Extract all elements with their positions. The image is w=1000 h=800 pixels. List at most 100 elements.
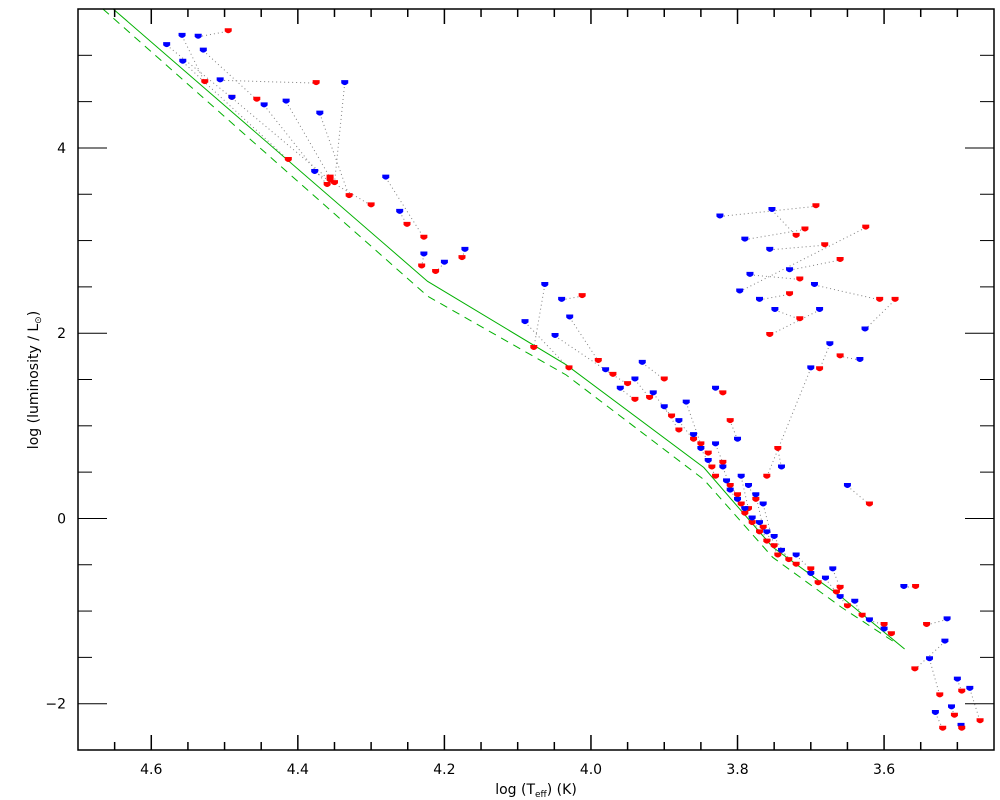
red-point	[911, 666, 919, 672]
red-point	[697, 441, 705, 447]
red-point	[432, 269, 440, 275]
blue-point	[926, 656, 934, 662]
blue-point	[704, 458, 712, 464]
red-point	[565, 365, 573, 371]
red-point	[958, 725, 966, 731]
blue-point	[752, 492, 760, 498]
blue-point	[770, 533, 778, 539]
x-tick-label: 4.0	[580, 762, 602, 778]
red-point	[876, 296, 884, 302]
red-point	[284, 156, 292, 162]
blue-point	[420, 251, 428, 257]
blue-point	[807, 571, 815, 577]
red-point	[624, 381, 632, 387]
blue-point	[931, 709, 939, 715]
red-point	[403, 221, 411, 227]
plot-frame	[77, 8, 995, 751]
blue-point	[851, 598, 859, 604]
red-point	[816, 366, 824, 372]
blue-point	[734, 496, 742, 502]
connector-line	[840, 355, 860, 361]
blue-point	[194, 33, 202, 39]
red-point	[752, 496, 760, 502]
connector-lines	[166, 30, 981, 729]
connector-line	[766, 368, 812, 477]
red-point	[458, 255, 466, 261]
blue-point	[282, 98, 290, 104]
red-point	[821, 242, 829, 248]
red-point	[726, 483, 734, 489]
red-point	[812, 203, 820, 209]
connector-line	[461, 249, 466, 259]
red-point	[786, 291, 794, 297]
blue-point	[763, 529, 771, 535]
blue-point	[768, 206, 776, 212]
red-point	[224, 28, 232, 34]
blue-point	[900, 583, 908, 589]
red-point	[836, 257, 844, 263]
connector-line	[231, 97, 331, 181]
red-point	[578, 293, 586, 299]
connector-line	[181, 35, 206, 83]
x-tick-label: 4.6	[140, 762, 162, 778]
red-point	[774, 552, 782, 558]
blue-point	[856, 357, 864, 363]
blue-point	[737, 473, 745, 479]
red-point	[814, 580, 822, 586]
connector-line	[819, 344, 831, 370]
connector-line	[202, 50, 258, 101]
red-point	[708, 464, 716, 470]
blue-point	[777, 547, 785, 553]
red-point	[675, 427, 683, 433]
red-point	[737, 501, 745, 507]
connector-line	[198, 30, 229, 38]
connector-line	[914, 641, 946, 670]
blue-point	[179, 58, 187, 64]
blue-point	[521, 319, 529, 325]
red-point	[719, 459, 727, 465]
y-tick-label: 2	[57, 326, 66, 342]
connector-line	[951, 707, 955, 716]
red-point	[253, 96, 261, 102]
connector-line	[715, 388, 724, 394]
connector-line	[929, 659, 941, 696]
red-point	[785, 557, 793, 563]
red-point	[912, 583, 920, 589]
connector-line	[333, 83, 346, 184]
blue-point	[807, 365, 815, 371]
connector-line	[769, 309, 820, 336]
blue-point	[440, 259, 448, 265]
main-sequence-solid-line	[112, 8, 905, 650]
blue-point	[638, 359, 646, 365]
blue-point	[826, 341, 834, 347]
red-point	[865, 501, 873, 507]
connector-line	[314, 171, 372, 206]
blue-point	[228, 94, 236, 100]
blue-point	[178, 32, 186, 38]
connector-line	[729, 420, 738, 440]
red-point	[976, 718, 984, 724]
blue-point	[966, 685, 974, 691]
red-point	[836, 584, 844, 590]
blue-point	[726, 487, 734, 493]
red-point	[345, 193, 353, 199]
blue-point	[631, 376, 639, 382]
blue-point	[558, 296, 566, 302]
blue-point	[675, 418, 683, 424]
red-point	[858, 612, 866, 618]
x-tick-label: 3.6	[873, 762, 895, 778]
red-point	[958, 688, 966, 694]
connector-line	[319, 113, 350, 197]
blue-point	[716, 213, 724, 219]
connector-line	[814, 284, 880, 301]
blue-point	[316, 110, 324, 116]
connector-line	[934, 712, 944, 729]
connector-line	[166, 44, 233, 99]
blue-point	[660, 404, 668, 410]
connector-line	[739, 227, 866, 292]
connector-line	[652, 393, 672, 417]
blue-point	[616, 385, 624, 391]
red-point	[719, 390, 727, 396]
red-point	[326, 174, 334, 180]
